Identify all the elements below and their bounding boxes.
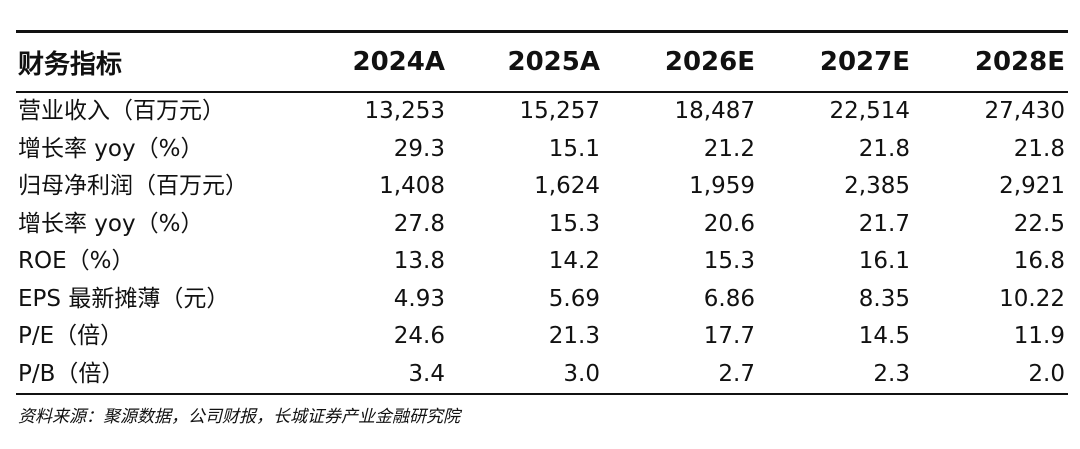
header-year: 2026E xyxy=(664,47,755,77)
cell-value: 20.6 xyxy=(703,210,755,237)
cell-value: 8.35 xyxy=(858,285,910,312)
table-row: 营业收入（百万元） 13,253 15,257 18,487 22,514 27… xyxy=(16,93,1069,131)
table-row: P/B（倍） 3.4 3.0 2.7 2.3 2.0 xyxy=(16,356,1069,394)
table-row: ROE（%） 13.8 14.2 15.3 16.1 16.8 xyxy=(16,243,1069,281)
cell-value: 29.3 xyxy=(393,135,445,162)
cell-value: 15,257 xyxy=(519,98,600,124)
row-label: P/B（倍） xyxy=(18,360,125,387)
cell-value: 2.3 xyxy=(873,360,910,387)
cell-value: 24.6 xyxy=(393,323,445,349)
cell-value: 2,921 xyxy=(999,173,1065,199)
cell-value: 21.8 xyxy=(858,135,910,162)
table-row: 归母净利润（百万元） 1,408 1,624 1,959 2,385 2,921 xyxy=(16,168,1069,206)
cell-value: 14.2 xyxy=(548,248,600,274)
financial-indicators-table: 财务指标 2024A 2025A 2026E 2027E 2028E xyxy=(16,33,1069,91)
cell-value: 2.0 xyxy=(1028,360,1065,387)
table-bottom-rule xyxy=(16,393,1068,395)
cell-value: 13.8 xyxy=(393,248,445,274)
row-label: ROE（%） xyxy=(18,248,135,274)
cell-value: 15.3 xyxy=(703,248,755,274)
cell-value: 14.5 xyxy=(858,323,910,349)
header-year: 2028E xyxy=(974,47,1065,77)
table-row: 增长率 yoy（%） 29.3 15.1 21.2 21.8 21.8 xyxy=(16,131,1069,169)
row-label: 归母净利润（百万元） xyxy=(18,173,248,199)
cell-value: 15.3 xyxy=(548,210,600,237)
row-label: EPS 最新摊薄（元） xyxy=(18,285,230,312)
table-top-rule xyxy=(16,30,1068,33)
cell-value: 21.8 xyxy=(1013,135,1065,162)
header-year: 2025A xyxy=(507,47,601,77)
source-note: 资料来源：聚源数据，公司财报，长城证券产业金融研究院 xyxy=(18,407,460,427)
cell-value: 4.93 xyxy=(393,285,445,312)
cell-value: 17.7 xyxy=(703,323,755,349)
cell-value: 2,385 xyxy=(844,173,910,199)
table-header-rule xyxy=(16,91,1068,93)
header-year: 2024A xyxy=(352,47,446,77)
cell-value: 13,253 xyxy=(364,98,445,124)
row-label: P/E（倍） xyxy=(18,323,124,349)
cell-value: 16.1 xyxy=(858,248,910,274)
header-year: 2027E xyxy=(819,47,910,77)
cell-value: 1,408 xyxy=(379,173,445,199)
cell-value: 21.7 xyxy=(858,210,910,237)
table-header-row: 财务指标 2024A 2025A 2026E 2027E 2028E xyxy=(16,33,1069,91)
cell-value: 18,487 xyxy=(674,98,755,124)
row-label: 增长率 yoy（%） xyxy=(18,135,204,162)
cell-value: 5.69 xyxy=(548,285,600,312)
cell-value: 2.7 xyxy=(718,360,755,387)
cell-value: 21.3 xyxy=(548,323,600,349)
table-row: P/E（倍） 24.6 21.3 17.7 14.5 11.9 xyxy=(16,318,1069,356)
cell-value: 27.8 xyxy=(393,210,445,237)
cell-value: 11.9 xyxy=(1013,323,1065,349)
cell-value: 21.2 xyxy=(703,135,755,162)
financial-indicators-body: 营业收入（百万元） 13,253 15,257 18,487 22,514 27… xyxy=(16,93,1069,393)
cell-value: 16.8 xyxy=(1013,248,1065,274)
cell-value: 1,959 xyxy=(689,173,755,199)
cell-value: 15.1 xyxy=(548,135,600,162)
table-row: EPS 最新摊薄（元） 4.93 5.69 6.86 8.35 10.22 xyxy=(16,281,1069,319)
cell-value: 3.4 xyxy=(408,360,445,387)
row-label: 增长率 yoy（%） xyxy=(18,210,204,237)
row-label: 营业收入（百万元） xyxy=(18,98,225,124)
table-row: 增长率 yoy（%） 27.8 15.3 20.6 21.7 22.5 xyxy=(16,206,1069,244)
cell-value: 3.0 xyxy=(563,360,600,387)
cell-value: 22.5 xyxy=(1013,210,1065,237)
cell-value: 1,624 xyxy=(534,173,600,199)
cell-value: 10.22 xyxy=(999,285,1065,312)
header-label: 财务指标 xyxy=(18,49,123,80)
cell-value: 27,430 xyxy=(984,98,1065,124)
cell-value: 6.86 xyxy=(703,285,755,312)
cell-value: 22,514 xyxy=(829,98,910,124)
financial-table-container: 财务指标 2024A 2025A 2026E 2027E 2028E 营业收入（… xyxy=(16,30,1068,395)
